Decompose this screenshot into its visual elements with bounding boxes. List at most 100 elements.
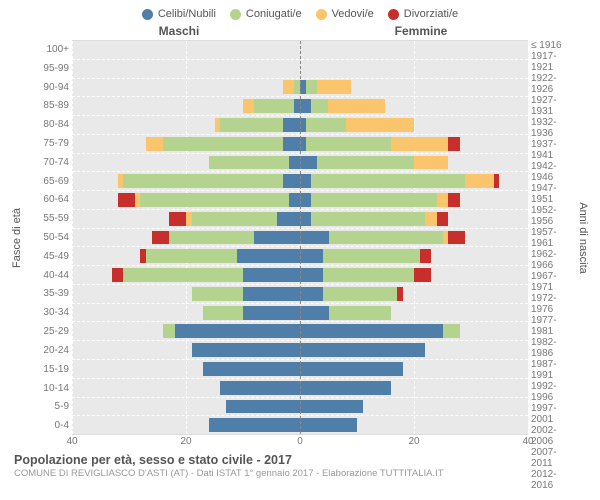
age-label: 100+	[24, 40, 72, 59]
bar-segment	[300, 268, 323, 282]
birth-label: 1957-1961	[528, 227, 576, 249]
bar-segment	[300, 343, 425, 357]
bar-segment	[323, 268, 414, 282]
gender-headers: Maschi Femmine	[10, 24, 590, 38]
chart-subtitle: COMUNE DI REVIGLIASCO D'ASTI (AT) - Dati…	[14, 468, 590, 479]
female-bar	[300, 341, 528, 359]
bar-segment	[300, 324, 443, 338]
female-bar	[300, 172, 528, 190]
bar-segment	[163, 324, 174, 338]
bar-segment	[448, 137, 459, 151]
bar-segment	[300, 156, 317, 170]
female-bar	[300, 154, 528, 172]
bar-segment	[323, 249, 420, 263]
xticks-right: 2040	[300, 435, 528, 449]
male-bar	[72, 172, 300, 190]
birth-label: 1937-1941	[528, 139, 576, 161]
age-label: 90-94	[24, 78, 72, 97]
male-bar	[72, 191, 300, 209]
bar-segment	[192, 212, 278, 226]
legend-swatch	[142, 9, 153, 20]
bar-segment	[254, 231, 300, 245]
male-bar	[72, 322, 300, 340]
bar-segment	[283, 137, 300, 151]
bars-area	[72, 40, 528, 435]
bar-segment	[243, 287, 300, 301]
male-bar	[72, 116, 300, 134]
age-label: 75-79	[24, 134, 72, 153]
legend-label: Vedovi/e	[332, 8, 374, 20]
bar-segment	[448, 193, 459, 207]
bar-segment	[328, 99, 385, 113]
female-bar	[300, 60, 528, 78]
male-bar	[72, 398, 300, 416]
male-bar	[72, 79, 300, 97]
female-bar	[300, 41, 528, 59]
female-bar	[300, 285, 528, 303]
xticks-left: 02040	[72, 435, 300, 449]
bar-segment	[300, 99, 311, 113]
female-bar	[300, 266, 528, 284]
birth-label: 1972-1976	[528, 293, 576, 315]
age-labels: 100+95-9990-9485-8980-8475-7970-7465-696…	[24, 40, 72, 435]
age-label: 20-24	[24, 341, 72, 360]
bar-segment	[169, 212, 186, 226]
birth-label: 1917-1921	[528, 51, 576, 73]
female-bar	[300, 210, 528, 228]
bar-segment	[140, 193, 288, 207]
female-bar	[300, 379, 528, 397]
legend-label: Coniugati/e	[246, 8, 302, 20]
chart-footer: Popolazione per età, sesso e stato civil…	[10, 453, 590, 479]
legend-label: Celibi/Nubili	[158, 8, 216, 20]
x-axis: 02040 2040	[10, 435, 590, 449]
bar-segment	[289, 193, 300, 207]
bar-segment	[192, 287, 243, 301]
birth-label: 1942-1946	[528, 161, 576, 183]
birth-label: 1927-1931	[528, 95, 576, 117]
bar-segment	[152, 231, 169, 245]
birth-label: 2007-2011	[528, 447, 576, 469]
birth-label: 1997-2001	[528, 403, 576, 425]
bar-segment	[243, 99, 254, 113]
legend-item: Coniugati/e	[230, 8, 302, 20]
legend-item: Celibi/Nubili	[142, 8, 216, 20]
bar-segment	[306, 137, 392, 151]
bar-segment	[494, 174, 500, 188]
center-line	[300, 41, 301, 434]
bar-segment	[311, 212, 425, 226]
bar-segment	[175, 324, 300, 338]
x-tick: 40	[522, 436, 533, 447]
male-bar	[72, 41, 300, 59]
bar-segment	[112, 268, 123, 282]
bar-segment	[220, 381, 300, 395]
bar-segment	[118, 193, 135, 207]
age-label: 25-29	[24, 322, 72, 341]
bar-segment	[209, 156, 289, 170]
birth-label: 1952-1956	[528, 205, 576, 227]
age-label: 35-39	[24, 285, 72, 304]
bar-segment	[311, 174, 465, 188]
bar-segment	[226, 400, 300, 414]
female-bar	[300, 360, 528, 378]
bar-segment	[203, 306, 243, 320]
age-label: 80-84	[24, 115, 72, 134]
bar-segment	[169, 231, 255, 245]
age-label: 0-4	[24, 416, 72, 435]
age-label: 95-99	[24, 59, 72, 78]
bar-segment	[414, 268, 431, 282]
female-bar	[300, 322, 528, 340]
age-label: 15-19	[24, 360, 72, 379]
bar-segment	[300, 306, 329, 320]
bar-segment	[220, 118, 283, 132]
bar-segment	[300, 400, 363, 414]
header-females: Femmine	[300, 24, 590, 38]
bar-segment	[300, 249, 323, 263]
bar-segment	[448, 231, 465, 245]
bar-segment	[203, 362, 300, 376]
age-label: 45-49	[24, 247, 72, 266]
bar-segment	[254, 99, 294, 113]
birth-label: 1932-1936	[528, 117, 576, 139]
birth-label: 1992-1996	[528, 381, 576, 403]
male-bar	[72, 229, 300, 247]
birth-label: 1977-1981	[528, 315, 576, 337]
